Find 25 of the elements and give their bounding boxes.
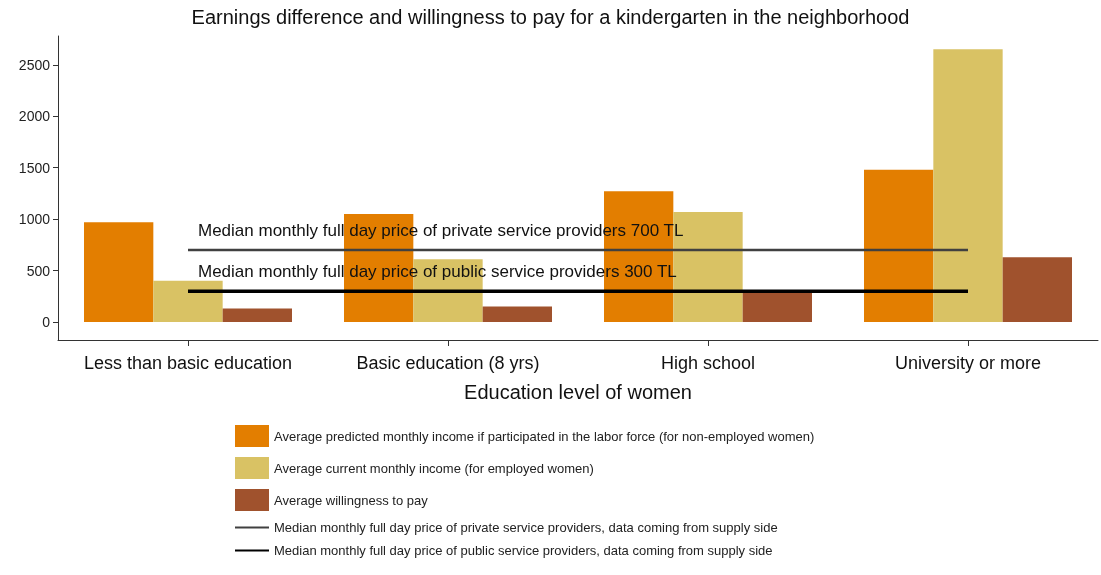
x-axis-title: Education level of women	[464, 381, 692, 403]
legend-label: Median monthly full day price of public service providers, data coming from supply side	[274, 543, 773, 558]
x-tick-label: Basic education (8 yrs)	[356, 353, 540, 373]
bar	[1002, 257, 1072, 322]
legend-label: Average predicted monthly income if participated in the labor force (for non-employed women)	[274, 428, 815, 444]
y-tick-label: 2500	[18, 56, 51, 73]
bar	[742, 292, 812, 322]
y-tick-label: 1500	[18, 159, 51, 176]
legend-label: Average current monthly income (for employed women)	[274, 460, 594, 476]
y-tick-label: 0	[42, 314, 51, 330]
x-tick-label: University or more	[894, 353, 1042, 373]
y-tick-label: 1000	[18, 211, 51, 228]
x-tick-label: High school	[660, 353, 756, 373]
legend-label: Average willingness to pay	[274, 492, 429, 508]
chart-title: Earnings difference and willingness to pay for a kindergarten in the neighborhood	[191, 6, 910, 28]
legend-label: Median monthly full day price of private service providers, data coming from supply side	[274, 520, 778, 535]
bar	[933, 49, 1003, 322]
bar	[222, 308, 292, 322]
bar	[864, 169, 934, 322]
x-tick-label: Less than basic education	[83, 353, 293, 373]
bar	[482, 306, 552, 322]
bar	[153, 280, 223, 322]
y-tick-label: 500	[26, 262, 51, 279]
bar	[84, 222, 154, 322]
y-tick-label: 2000	[18, 108, 51, 125]
